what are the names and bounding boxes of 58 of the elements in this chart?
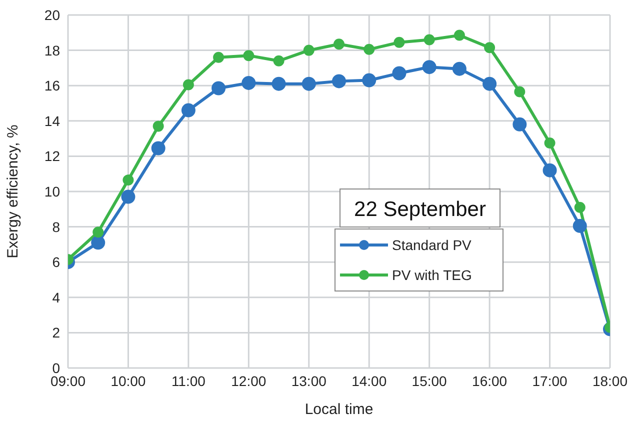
x-tick-label: 10:00 [110,372,146,389]
x-tick-label: 16:00 [472,372,508,389]
text: 22 September [354,198,486,221]
x-tick-label: 18:00 [592,372,628,389]
point [572,218,587,233]
point [122,174,134,186]
y-tick-label: 10 [44,183,60,200]
point [302,76,316,91]
point [392,66,406,80]
point [482,76,497,91]
point [394,36,405,48]
point [454,30,465,41]
point [364,44,375,55]
y-tick-label: 14 [44,112,60,129]
legend-label: Standard PV [392,237,472,253]
x-axis-title: Local time [304,401,374,418]
point [452,62,466,76]
point [424,34,435,46]
x-tick-label: 15:00 [412,372,448,389]
point [512,117,527,132]
point [574,202,586,213]
y-tick-label: 20 [44,6,60,23]
point [542,163,557,178]
point [303,44,314,56]
point [243,50,254,62]
point [182,79,194,90]
point [422,60,436,74]
point [181,103,196,118]
y-tick-label: 16 [44,78,60,94]
y-axis-title: Exergy efficiency, % [4,124,22,258]
point [152,120,164,132]
point [332,74,346,88]
x-tick-label: 14:00 [352,372,387,389]
point [484,42,496,54]
point [544,137,556,148]
y-tick-label: 6 [52,254,60,270]
point [121,190,136,204]
point [514,86,526,98]
point [151,141,166,156]
point [334,38,344,50]
point [92,226,104,238]
point [273,55,284,66]
x-tick-label: 13:00 [291,372,327,389]
point [213,52,224,63]
x-tick-label: 11:00 [171,372,206,389]
point [242,76,256,90]
y-tick-label: 8 [52,218,60,235]
legend-label: PV with TEG [392,267,472,283]
point [272,76,286,91]
point [91,236,106,250]
point [212,81,226,96]
point [362,73,376,88]
y-tick-label: 4 [52,289,60,306]
y-tick-label: 12 [44,148,60,164]
x-tick-label: 17:00 [532,372,568,389]
x-tick-label: 12:00 [231,372,266,389]
y-tick-label: 18 [44,42,60,58]
y-tick-label: 2 [52,324,60,341]
